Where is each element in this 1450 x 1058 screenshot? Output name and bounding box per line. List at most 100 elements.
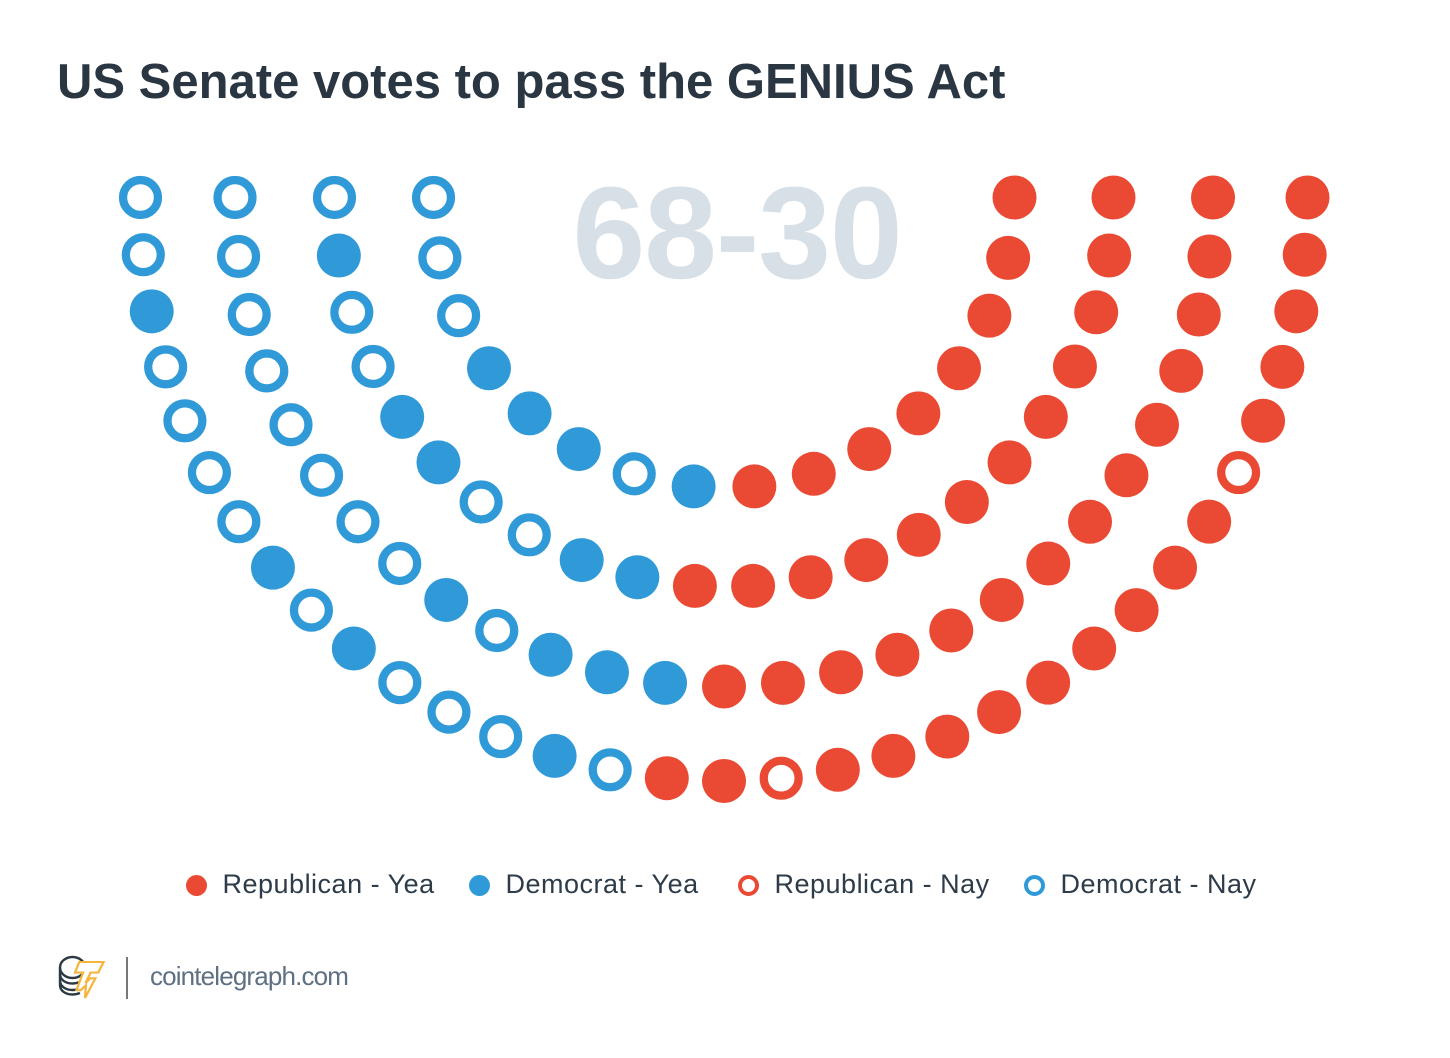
seat-dot-republican-yea: [875, 632, 920, 677]
seat-dot-republican-yea: [1285, 175, 1330, 220]
seat-dot-republican-yea: [967, 293, 1012, 338]
seat-dot-democrat-nay: [588, 748, 632, 792]
vote-tally: 68-30: [572, 159, 902, 306]
seat-dot-democrat-yea: [416, 440, 461, 485]
legend-republican-nay-dot-icon: [737, 875, 759, 896]
seat-dot-republican-yea: [760, 660, 805, 705]
seat-dot-republican-yea: [1241, 398, 1286, 443]
seat-dot-republican-yea: [731, 563, 776, 608]
seat-dot-republican-yea: [944, 480, 989, 525]
seat-dot-republican-yea: [791, 451, 836, 496]
seat-dot-democrat-yea: [424, 577, 469, 622]
seat-dot-democrat-yea: [528, 632, 573, 677]
seat-dot-democrat-yea: [129, 289, 174, 334]
seat-dot-democrat-yea: [250, 545, 295, 590]
seat-dot-democrat-nay: [479, 714, 523, 759]
legend-label: Republican - Yea: [222, 869, 435, 899]
seat-dot-republican-yea: [644, 756, 689, 801]
seat-dot-democrat-nay: [330, 290, 374, 334]
seat-dot-democrat-yea: [584, 650, 629, 695]
seat-dot-democrat-yea: [380, 394, 425, 439]
seat-dot-republican-yea: [1282, 232, 1327, 277]
seat-dot-democrat-nay: [121, 233, 165, 277]
seat-dot-democrat-nay: [378, 661, 422, 705]
seat-dot-republican-yea: [1274, 289, 1319, 334]
seat-dot-republican-yea: [732, 464, 777, 509]
legend-republican-yea-dot-icon: [185, 875, 207, 896]
seat-dot-republican-yea: [896, 391, 941, 436]
cointelegraph-logo: [58, 955, 106, 999]
seat-dot-democrat-yea: [556, 427, 601, 472]
seat-dot-republican-yea: [1074, 290, 1119, 335]
seat-dot-republican-yea: [1191, 175, 1235, 220]
seat-dot-republican-yea: [819, 650, 864, 695]
seat-dot-republican-yea: [1072, 626, 1117, 671]
seat-dot-republican-yea: [871, 733, 916, 778]
legend-label: Democrat - Nay: [1060, 869, 1257, 899]
seat-dot-democrat-yea: [466, 346, 511, 391]
seat-dot-democrat-nay: [144, 345, 188, 389]
seat-dot-republican-yea: [788, 555, 833, 600]
seat-dot-republican-nay: [759, 756, 803, 800]
seat-dot-democrat-nay: [459, 480, 503, 524]
seat-dot-democrat-nay: [289, 588, 333, 632]
seat-dot-republican-yea: [929, 608, 974, 653]
seat-dot-republican-yea: [1091, 175, 1136, 220]
seat-dot-republican-yea: [847, 427, 892, 472]
seat-dot-democrat-yea: [559, 538, 604, 583]
seat-dot-democrat-yea: [532, 733, 577, 778]
seat-dot-democrat-nay: [245, 349, 289, 393]
seat-dot-democrat-nay: [227, 292, 271, 337]
footer-divider: [126, 957, 128, 999]
seat-dot-democrat-nay: [507, 513, 551, 557]
seat-dot-republican-yea: [1187, 234, 1232, 279]
seat-dot-republican-yea: [1260, 344, 1305, 389]
seat-dot-democrat-yea: [316, 233, 361, 278]
seat-dot-republican-nay: [1217, 450, 1261, 495]
seat-dot-republican-yea: [977, 690, 1022, 735]
seat-dot-republican-yea: [987, 440, 1032, 485]
seat-dot-republican-yea: [1068, 499, 1113, 544]
seat-dot-democrat-yea: [643, 660, 688, 705]
seat-dot-republican-yea: [992, 175, 1037, 220]
seat-dot-democrat-nay: [475, 608, 519, 653]
seat-dot-republican-yea: [1026, 660, 1071, 705]
seat-dot-democrat-nay: [213, 175, 257, 220]
seat-dot-democrat-yea: [507, 391, 552, 436]
seat-dot-democrat-nay: [187, 450, 231, 495]
legend-democrat-yea-dot-icon: [468, 875, 490, 896]
seat-dot-democrat-yea: [615, 555, 660, 600]
seat-dot-republican-yea: [815, 747, 860, 792]
seat-dot-republican-yea: [844, 538, 889, 583]
seat-dot-republican-yea: [1114, 588, 1159, 633]
seat-dot-democrat-nay: [612, 452, 656, 496]
seat-dot-republican-yea: [702, 759, 746, 803]
seat-dot-republican-yea: [1176, 292, 1221, 337]
seat-dot-republican-yea: [1187, 499, 1232, 544]
seat-dot-republican-yea: [1052, 344, 1097, 389]
seat-dot-democrat-nay: [427, 690, 471, 734]
seat-dot-democrat-nay: [437, 294, 481, 338]
site-link: cointelegraph.com: [150, 961, 349, 991]
seat-dot-republican-yea: [1026, 541, 1071, 586]
legend-label: Democrat - Yea: [505, 869, 699, 899]
seat-dot-republican-yea: [1104, 453, 1149, 498]
legend-democrat-nay-dot-icon: [1023, 875, 1045, 896]
seat-dot-democrat-nay: [118, 175, 163, 220]
seat-dot-republican-yea: [702, 664, 746, 709]
seat-dot-republican-yea: [986, 235, 1031, 280]
seat-dot-democrat-nay: [216, 234, 261, 279]
seat-dot-republican-yea: [1159, 348, 1204, 393]
legend-label: Republican - Nay: [774, 869, 990, 899]
seat-dot-democrat-yea: [671, 464, 716, 509]
lightning-bolt-icon: [73, 960, 106, 999]
seat-dot-democrat-nay: [411, 175, 456, 220]
seat-dot-democrat-nay: [299, 453, 344, 497]
seat-dot-democrat-nay: [351, 344, 395, 389]
seat-dot-democrat-nay: [378, 541, 422, 586]
seat-dot-democrat-nay: [336, 500, 380, 544]
seat-dot-republican-yea: [979, 577, 1024, 622]
seat-dot-democrat-nay: [217, 500, 261, 544]
seat-dot-republican-yea: [937, 346, 982, 391]
seat-dot-republican-yea: [1153, 545, 1198, 590]
